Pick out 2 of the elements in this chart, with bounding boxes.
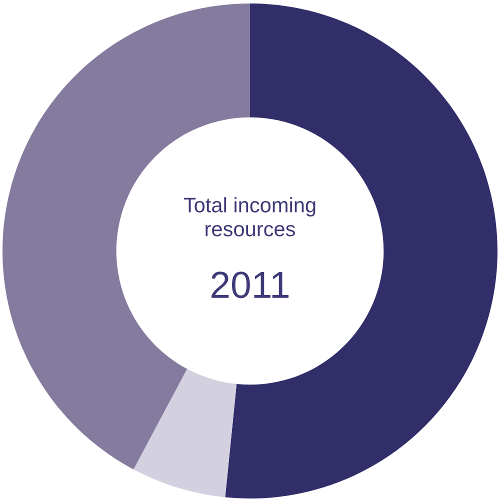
- text: 2011: [212, 272, 289, 298]
- text: Total incoming resources: [184, 197, 316, 236]
